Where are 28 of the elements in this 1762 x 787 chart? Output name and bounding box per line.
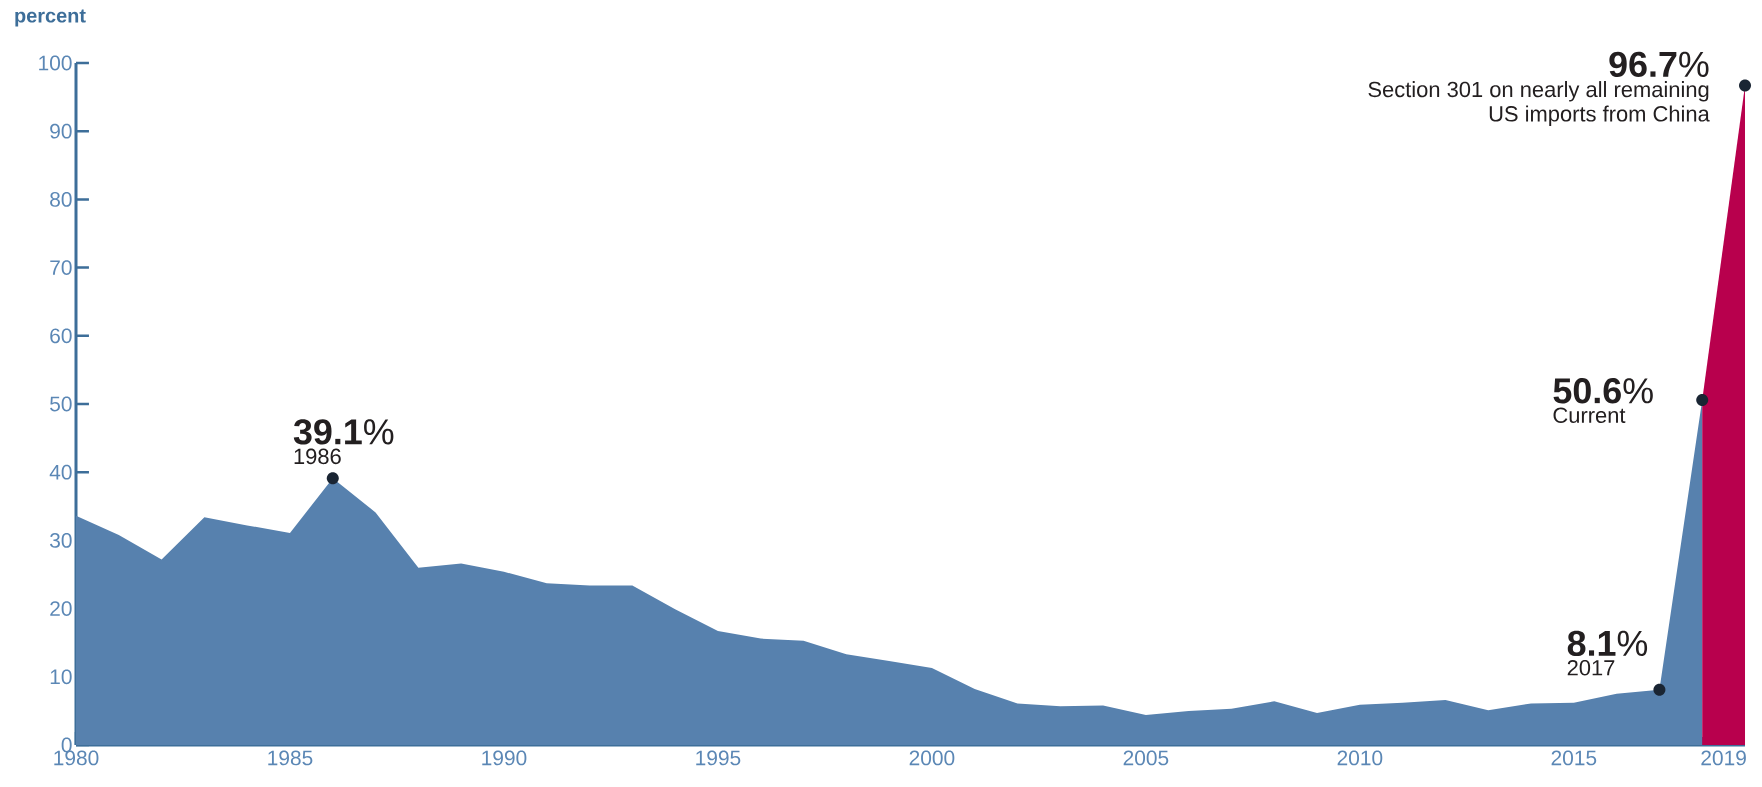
x-tick-label: 1995 [696,750,741,766]
annotation: 50.6% [1553,378,1653,404]
annotation: 8.1% [1567,630,1648,657]
x-tick-label: 1990 [482,750,527,766]
y-tick-label: 60 [50,328,72,344]
y-tick-label: 90 [50,123,72,139]
y-tick-label: 40 [49,464,72,480]
annotation: 1986 [294,448,341,465]
annotation: 96.7% [1609,51,1709,78]
annotation: 2017 [1567,660,1615,676]
y-axis-title: percent [15,9,86,27]
y-tick-label: 80 [50,191,72,207]
annotation: Section 301 on nearly all remaining [1368,81,1709,102]
annotation: 39.1% [293,419,394,445]
annotation: Current [1553,407,1626,424]
x-tick-label: 1985 [268,750,313,766]
y-tick-label: 70 [50,260,72,275]
x-tick-label: 2000 [909,750,955,766]
x-tick-label: 2010 [1337,750,1383,766]
x-tick-label: 2019 [1701,750,1746,766]
y-tick-label: 50 [50,396,72,412]
x-tick-label: 2005 [1123,750,1169,766]
y-tick-label: 30 [50,532,72,548]
annotation: US imports from China [1489,105,1710,126]
y-tick-label: 10 [50,669,72,685]
y-tick-label: 20 [50,601,72,616]
x-tick-label: 2015 [1551,750,1597,766]
y-tick-label: 100 [39,55,72,71]
